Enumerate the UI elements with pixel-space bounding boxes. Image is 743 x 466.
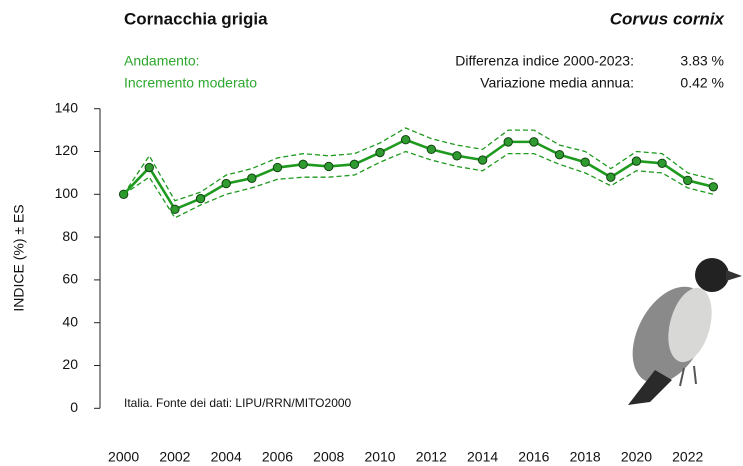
y-axis-label: INDICE (%) ± ES <box>11 204 27 311</box>
data-point <box>196 194 204 202</box>
species-name: Corvus cornix <box>610 9 726 28</box>
stat-label: Variazione media annua: <box>480 75 634 91</box>
data-point <box>581 158 589 166</box>
data-point <box>145 163 153 171</box>
y-tick-label: 60 <box>62 271 78 287</box>
index-line <box>124 140 714 210</box>
page: Cornacchia grigia Corvus cornix Andament… <box>0 0 743 466</box>
data-point <box>299 160 307 168</box>
data-point <box>401 136 409 144</box>
chart: Cornacchia grigia Corvus cornix Andament… <box>0 0 743 466</box>
y-tick-label: 100 <box>55 185 79 201</box>
data-point <box>248 174 256 182</box>
trend-value: Incremento moderato <box>124 75 257 91</box>
error-band-line <box>124 128 714 201</box>
x-tick-label: 2006 <box>262 449 293 465</box>
y-tick-label: 140 <box>55 99 79 115</box>
data-point <box>658 159 666 167</box>
stat-value: 3.83 % <box>680 53 724 69</box>
data-point <box>222 179 230 187</box>
bird-illustration <box>617 258 742 405</box>
data-point <box>453 152 461 160</box>
x-tick-label: 2010 <box>364 449 395 465</box>
x-tick-label: 2008 <box>313 449 344 465</box>
data-point <box>325 162 333 170</box>
chart-title: Cornacchia grigia <box>124 9 268 28</box>
data-point <box>427 145 435 153</box>
y-tick-label: 120 <box>55 142 79 158</box>
x-tick-label: 2022 <box>672 449 703 465</box>
data-point <box>555 151 563 159</box>
x-tick-label: 2012 <box>416 449 447 465</box>
stat-label: Differenza indice 2000-2023: <box>455 53 634 69</box>
x-tick-label: 2000 <box>108 449 139 465</box>
data-point <box>478 156 486 164</box>
source-note: Italia. Fonte dei dati: LIPU/RRN/MITO200… <box>124 396 352 410</box>
x-tick-label: 2018 <box>570 449 601 465</box>
y-tick-label: 0 <box>70 399 78 415</box>
x-tick-label: 2014 <box>467 449 498 465</box>
data-point <box>504 138 512 146</box>
stat-value: 0.42 % <box>680 75 724 91</box>
y-tick-label: 80 <box>62 228 78 244</box>
x-tick-label: 2004 <box>211 449 242 465</box>
data-point <box>632 157 640 165</box>
data-point <box>350 160 358 168</box>
data-point <box>273 163 281 171</box>
trend-label: Andamento: <box>124 53 200 69</box>
x-tick-label: 2016 <box>518 449 549 465</box>
x-tick-label: 2002 <box>159 449 190 465</box>
data-point <box>607 173 615 181</box>
data-point <box>684 176 692 184</box>
data-point <box>376 148 384 156</box>
data-point <box>709 183 717 191</box>
x-tick-label: 2020 <box>621 449 652 465</box>
y-tick-label: 40 <box>62 313 78 329</box>
y-tick-label: 20 <box>62 356 78 372</box>
data-point <box>530 138 538 146</box>
